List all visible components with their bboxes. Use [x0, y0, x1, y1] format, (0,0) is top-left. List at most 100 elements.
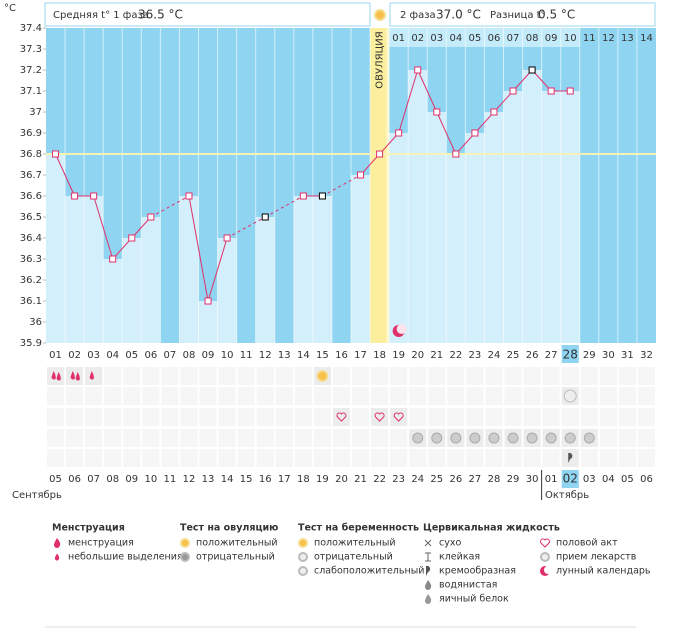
- icon-cell: [523, 387, 541, 405]
- icon-cell: [123, 367, 141, 385]
- x-tick-label: 21: [430, 350, 443, 361]
- icon-cell: [352, 387, 370, 405]
- icon-cell: [523, 367, 541, 385]
- x-tick-label: 01: [49, 350, 62, 361]
- icon-cell: [275, 429, 293, 447]
- icon-cell: [104, 408, 122, 426]
- y-tick-label: 36.3: [20, 254, 42, 265]
- icon-cell: [580, 408, 598, 426]
- drop-icon: [89, 371, 94, 380]
- temp-point: [185, 192, 193, 200]
- icon-cell: [352, 367, 370, 385]
- icon-cell: [256, 367, 274, 385]
- x-tick-label: 19: [392, 350, 405, 361]
- icon-cell: [637, 408, 655, 426]
- icon-cell: [409, 387, 427, 405]
- temp-segment: [207, 237, 228, 302]
- pill-icon: [507, 432, 519, 444]
- pill-icon: [526, 432, 538, 444]
- phase2-day: 04: [449, 33, 462, 44]
- x-tick-label: 27: [545, 350, 558, 361]
- icon-cell: [618, 387, 636, 405]
- icon-cell: [447, 408, 465, 426]
- legend-icon: [54, 538, 61, 548]
- temp-segment: [417, 69, 438, 113]
- legend-item: яичный белок: [439, 594, 509, 605]
- legend-icon: [54, 553, 60, 561]
- x-tick-label: 03: [87, 350, 100, 361]
- bar: [46, 154, 66, 343]
- temp-point: [109, 255, 117, 263]
- legend-title: Тест на беременность: [298, 523, 419, 534]
- icon-cell: [371, 429, 389, 447]
- date-label: 08: [106, 474, 119, 485]
- icon-cell: [161, 429, 179, 447]
- icon-cell: [237, 367, 255, 385]
- date-label: 18: [297, 474, 310, 485]
- icon-cell: [66, 429, 84, 447]
- icon-cell: [256, 387, 274, 405]
- y-tick-label: 36.8: [20, 149, 42, 160]
- phase2-day: 13: [621, 33, 634, 44]
- x-tick-label: 07: [164, 350, 177, 361]
- bar: [198, 301, 218, 343]
- icon-cell: [504, 449, 522, 467]
- icon-cell-active: [332, 408, 350, 426]
- icon-cell: [466, 449, 484, 467]
- x-tick-label: 32: [640, 350, 653, 361]
- y-tick-label: 36.9: [20, 128, 42, 139]
- icon-cell: [275, 387, 293, 405]
- legend-item: небольшие выделения: [68, 552, 183, 563]
- y-tick-label: 36: [29, 317, 42, 328]
- date-label: 28: [488, 474, 501, 485]
- legend-item: слабоположительный: [314, 566, 424, 577]
- icon-cell: [371, 387, 389, 405]
- day-cell: [446, 28, 466, 47]
- icon-cell: [85, 429, 103, 447]
- icon-cell: [313, 449, 331, 467]
- temp-point: [223, 234, 231, 242]
- x-tick-label: 23: [469, 350, 482, 361]
- x-tick-label: 08: [183, 350, 196, 361]
- date-label: 15: [240, 474, 253, 485]
- x-tick-label: 10: [221, 350, 234, 361]
- date-label: 24: [411, 474, 424, 485]
- icon-cell: [199, 387, 217, 405]
- date-label: 04: [602, 474, 615, 485]
- pill-icon: [545, 432, 557, 444]
- temp-segment: [398, 69, 419, 134]
- icon-cell: [199, 367, 217, 385]
- x-tick-label: 28: [563, 348, 578, 362]
- date-label: 11: [164, 474, 177, 485]
- icon-cell: [466, 408, 484, 426]
- temp-point: [147, 213, 155, 221]
- bar: [312, 196, 332, 343]
- heart-icon: [374, 412, 385, 422]
- bar: [65, 196, 85, 343]
- icon-cell: [47, 408, 65, 426]
- bar: [217, 238, 237, 343]
- day-cell: [636, 28, 656, 47]
- bar: [293, 196, 313, 343]
- temp-segment: [436, 111, 457, 155]
- temp-segment: [55, 153, 76, 197]
- icon-cell: [199, 429, 217, 447]
- bar: [427, 112, 447, 343]
- icon-cell: [409, 367, 427, 385]
- temp-point: [261, 213, 269, 221]
- icon-cell: [123, 408, 141, 426]
- icon-cell: [180, 408, 198, 426]
- y-tick-label: 37.1: [20, 86, 42, 97]
- pill-icon: [488, 432, 500, 444]
- temp-point: [528, 66, 536, 74]
- legend-icon: [180, 552, 190, 562]
- moon-icon: [396, 324, 407, 334]
- icon-cell: [294, 367, 312, 385]
- temp-point: [566, 87, 574, 95]
- diff-label: Разница t°: [490, 10, 546, 21]
- icon-cell-active: [371, 408, 389, 426]
- date-label: 01: [545, 474, 558, 485]
- icon-cell: [313, 408, 331, 426]
- icon-cell: [256, 408, 274, 426]
- phase2-value: 37.0 °C: [436, 8, 481, 22]
